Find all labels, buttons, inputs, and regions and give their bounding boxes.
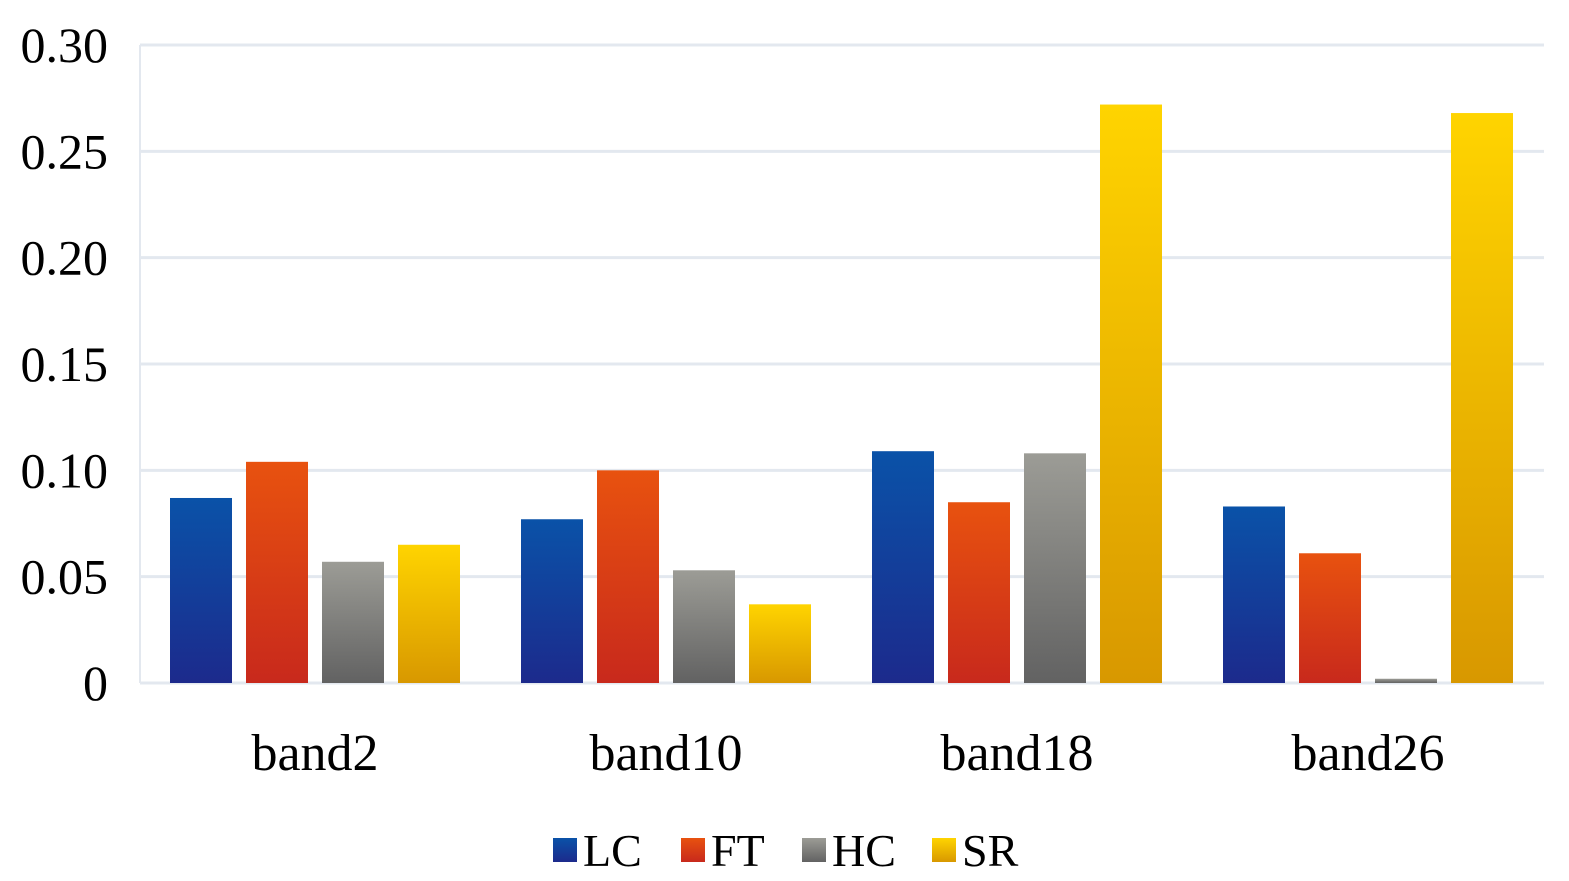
legend-item-sr: SR xyxy=(932,825,1019,876)
x-tick-label: band2 xyxy=(251,725,378,782)
x-tick-label: band26 xyxy=(1291,725,1444,782)
bar-hc-band18 xyxy=(1024,453,1086,683)
bar-sr-band10 xyxy=(749,604,811,683)
bar-sr-band18 xyxy=(1100,104,1162,683)
bar-lc-band2 xyxy=(170,497,232,683)
y-tick-label: 0 xyxy=(83,655,108,711)
bar-lc-band10 xyxy=(521,519,583,683)
bar-sr-band2 xyxy=(398,544,460,683)
y-tick-label: 0.10 xyxy=(21,442,109,498)
bar-hc-band10 xyxy=(673,570,735,683)
x-tick-label: band10 xyxy=(589,725,742,782)
bar-sr-band26 xyxy=(1451,113,1513,683)
legend-label: FT xyxy=(711,825,765,876)
bar-ft-band2 xyxy=(246,461,308,683)
bar-hc-band2 xyxy=(322,561,384,683)
legend-swatch xyxy=(681,838,705,862)
y-tick-label: 0.20 xyxy=(21,230,109,286)
legend-item-lc: LC xyxy=(553,825,642,876)
y-tick-label: 0.30 xyxy=(21,17,109,73)
legend-item-ft: FT xyxy=(681,825,765,876)
bar-hc-band26 xyxy=(1375,678,1437,683)
bar-ft-band10 xyxy=(597,470,659,683)
y-tick-label: 0.05 xyxy=(21,549,109,605)
bar-lc-band26 xyxy=(1223,506,1285,683)
legend-swatch xyxy=(802,838,826,862)
legend-swatch xyxy=(553,838,577,862)
legend-swatch xyxy=(932,838,956,862)
y-tick-label: 0.25 xyxy=(21,123,109,179)
bar-lc-band18 xyxy=(872,451,934,683)
bar-ft-band18 xyxy=(948,502,1010,683)
legend-label: HC xyxy=(832,825,896,876)
legend-label: SR xyxy=(962,825,1019,876)
y-tick-label: 0.15 xyxy=(21,336,109,392)
x-tick-label: band18 xyxy=(940,725,1093,782)
bar-ft-band26 xyxy=(1299,553,1361,683)
legend-item-hc: HC xyxy=(802,825,896,876)
legend-label: LC xyxy=(583,825,642,876)
